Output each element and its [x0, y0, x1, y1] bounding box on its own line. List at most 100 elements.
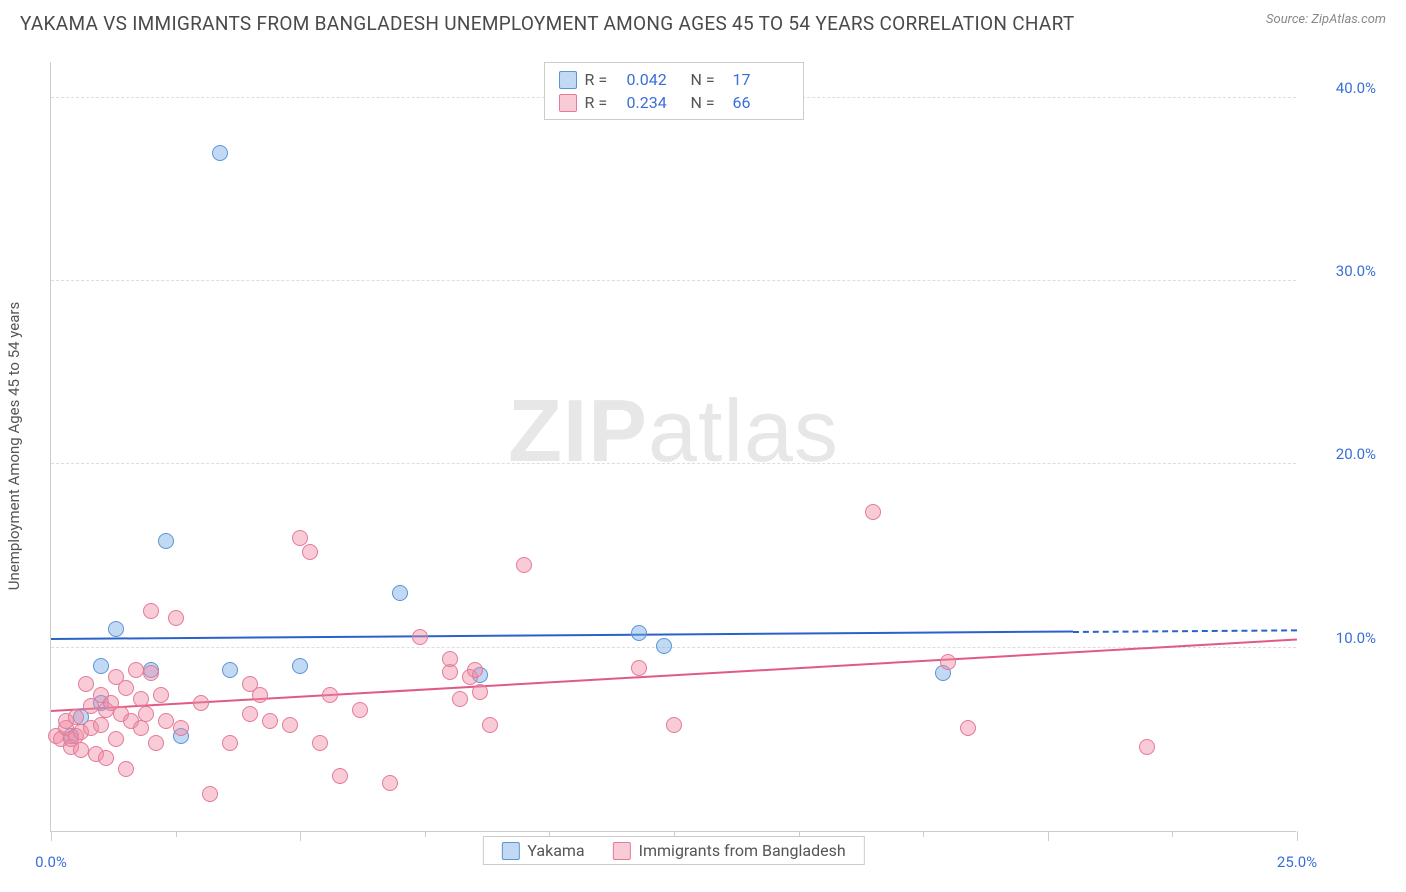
- data-point: [138, 706, 154, 722]
- data-point: [452, 691, 468, 707]
- data-point: [960, 720, 976, 736]
- legend-n-label: N =: [691, 93, 725, 112]
- legend-n-value: 17: [733, 70, 789, 89]
- data-point: [242, 706, 258, 722]
- x-tick-minor: [923, 831, 924, 837]
- data-point: [133, 691, 149, 707]
- data-point: [93, 717, 109, 733]
- data-point: [143, 603, 159, 619]
- data-point: [312, 735, 328, 751]
- data-point: [516, 557, 532, 573]
- series-name: Yakama: [527, 841, 584, 860]
- x-tick: [1048, 831, 1049, 841]
- legend-swatch: [613, 842, 631, 860]
- x-tick-minor: [176, 831, 177, 837]
- chart-title: YAKAMA VS IMMIGRANTS FROM BANGLADESH UNE…: [20, 12, 1074, 35]
- data-point: [631, 625, 647, 641]
- data-point: [222, 662, 238, 678]
- gridline: [51, 280, 1296, 281]
- series-legend-item: Immigrants from Bangladesh: [613, 841, 846, 860]
- data-point: [78, 676, 94, 692]
- trend-line: [1073, 629, 1297, 633]
- stats-legend-row: R = 0.042 N = 17: [559, 68, 789, 91]
- data-point: [666, 717, 682, 733]
- data-point: [352, 702, 368, 718]
- data-point: [392, 585, 408, 601]
- data-point: [128, 662, 144, 678]
- series-legend-item: Yakama: [501, 841, 584, 860]
- x-tick-minor: [425, 831, 426, 837]
- trend-line: [51, 631, 1073, 641]
- legend-swatch: [559, 71, 577, 89]
- data-point: [193, 695, 209, 711]
- data-point: [133, 720, 149, 736]
- data-point: [262, 713, 278, 729]
- data-point: [108, 731, 124, 747]
- y-tick-label: 10.0%: [1306, 629, 1376, 647]
- data-point: [442, 651, 458, 667]
- data-point: [1139, 739, 1155, 755]
- legend-n-label: N =: [691, 70, 725, 89]
- legend-r-value: 0.042: [627, 70, 683, 89]
- data-point: [173, 720, 189, 736]
- y-tick-label: 30.0%: [1306, 262, 1376, 280]
- stats-legend-row: R = 0.234 N = 66: [559, 91, 789, 114]
- data-point: [482, 717, 498, 733]
- series-legend: Yakama Immigrants from Bangladesh: [482, 836, 864, 865]
- data-point: [168, 610, 184, 626]
- data-point: [143, 665, 159, 681]
- data-point: [252, 687, 268, 703]
- data-point: [656, 638, 672, 654]
- data-point: [148, 735, 164, 751]
- y-tick-label: 40.0%: [1306, 79, 1376, 97]
- x-tick: [1297, 831, 1298, 841]
- data-point: [158, 533, 174, 549]
- y-tick-label: 20.0%: [1306, 445, 1376, 463]
- data-point: [118, 761, 134, 777]
- x-tick-label: 0.0%: [35, 853, 67, 871]
- data-point: [222, 735, 238, 751]
- data-point: [322, 687, 338, 703]
- series-name: Immigrants from Bangladesh: [639, 841, 846, 860]
- watermark: ZIPatlas: [508, 380, 839, 482]
- data-point: [93, 658, 109, 674]
- data-point: [292, 658, 308, 674]
- data-point: [282, 717, 298, 733]
- data-point: [865, 504, 881, 520]
- data-point: [98, 750, 114, 766]
- data-point: [472, 684, 488, 700]
- data-point: [73, 742, 89, 758]
- x-tick: [51, 831, 52, 841]
- data-point: [332, 768, 348, 784]
- x-tick: [300, 831, 301, 841]
- legend-r-value: 0.234: [627, 93, 683, 112]
- stats-legend: R = 0.042 N = 17 R = 0.234 N = 66: [544, 62, 804, 120]
- data-point: [118, 680, 134, 696]
- data-point: [108, 621, 124, 637]
- gridline: [51, 647, 1296, 648]
- legend-r-label: R =: [585, 93, 619, 112]
- legend-swatch: [501, 842, 519, 860]
- data-point: [202, 786, 218, 802]
- data-point: [158, 713, 174, 729]
- data-point: [467, 662, 483, 678]
- data-point: [292, 530, 308, 546]
- data-point: [68, 709, 84, 725]
- data-point: [940, 654, 956, 670]
- x-tick-label: 25.0%: [1277, 853, 1317, 871]
- source-attribution: Source: ZipAtlas.com: [1266, 12, 1386, 27]
- x-tick-minor: [1172, 831, 1173, 837]
- scatter-chart: R =0.042N =17R =0.234N =66 ZIPatlas Yaka…: [50, 62, 1296, 832]
- data-point: [631, 660, 647, 676]
- legend-swatch: [559, 94, 577, 112]
- trend-line: [51, 638, 1297, 711]
- data-point: [302, 544, 318, 560]
- y-axis-label: Unemployment Among Ages 45 to 54 years: [5, 302, 23, 590]
- data-point: [412, 629, 428, 645]
- data-point: [382, 775, 398, 791]
- data-point: [212, 145, 228, 161]
- data-point: [153, 687, 169, 703]
- legend-n-value: 66: [733, 93, 789, 112]
- gridline: [51, 463, 1296, 464]
- legend-r-label: R =: [585, 70, 619, 89]
